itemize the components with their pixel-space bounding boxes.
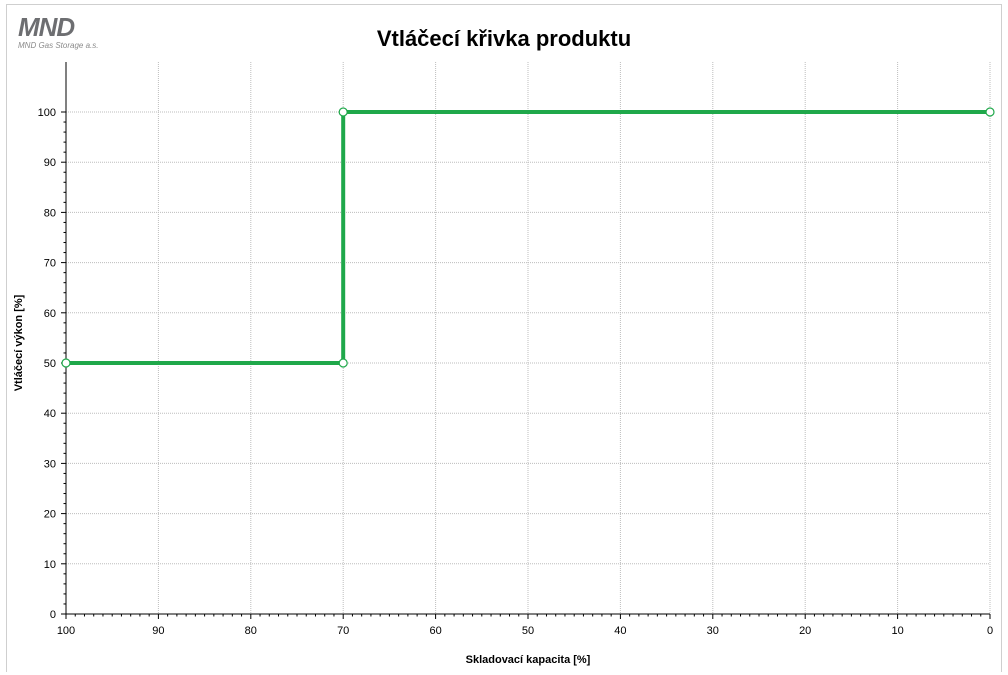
y-tick-label: 30 xyxy=(44,458,56,470)
chart-frame xyxy=(6,4,1002,672)
y-tick-label: 70 xyxy=(44,258,56,270)
x-tick-label: 20 xyxy=(799,625,811,637)
chart-title: Vtláčecí křivka produktu xyxy=(376,26,632,51)
y-tick-label: 80 xyxy=(44,207,56,219)
y-tick-label: 0 xyxy=(50,609,56,621)
x-tick-label: 80 xyxy=(245,625,257,637)
y-axis-title: Vtláčecí výkon [%] xyxy=(13,294,25,391)
x-tick-label: 40 xyxy=(614,625,626,637)
y-tick-label: 100 xyxy=(38,107,56,119)
data-point xyxy=(338,107,348,117)
x-tick-label: 30 xyxy=(707,625,719,637)
x-tick-label: 60 xyxy=(429,625,441,637)
y-tick-label: 20 xyxy=(44,509,56,521)
series-line xyxy=(66,110,990,365)
x-tick-label: 70 xyxy=(337,625,349,637)
x-tick-label: 100 xyxy=(57,625,75,637)
data-point xyxy=(61,358,71,368)
y-tick-label: 50 xyxy=(44,358,56,370)
logo-subtitle: MND Gas Storage a.s. xyxy=(18,41,99,50)
logo-text: MND xyxy=(18,12,75,42)
y-tick-label: 10 xyxy=(44,559,56,571)
x-tick-label: 10 xyxy=(891,625,903,637)
y-tick-label: 40 xyxy=(44,408,56,420)
y-tick-label: 60 xyxy=(44,308,56,320)
x-axis-title: Skladovací kapacita [%] xyxy=(466,654,591,666)
data-point xyxy=(985,107,995,117)
x-tick-label: 90 xyxy=(152,625,164,637)
company-logo: MND MND Gas Storage a.s. xyxy=(18,14,98,50)
y-tick-label: 90 xyxy=(44,157,56,169)
x-tick-label: 0 xyxy=(987,625,993,637)
data-point xyxy=(338,358,348,368)
x-tick-label: 50 xyxy=(522,625,534,637)
